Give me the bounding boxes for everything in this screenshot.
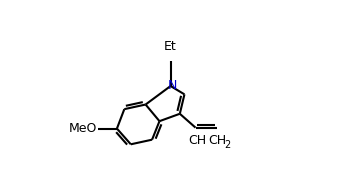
Text: CH: CH xyxy=(208,134,226,147)
Text: 2: 2 xyxy=(224,140,230,150)
Text: N: N xyxy=(168,79,177,92)
Text: Et: Et xyxy=(164,40,177,53)
Text: MeO: MeO xyxy=(69,122,97,135)
Text: CH: CH xyxy=(188,134,206,147)
